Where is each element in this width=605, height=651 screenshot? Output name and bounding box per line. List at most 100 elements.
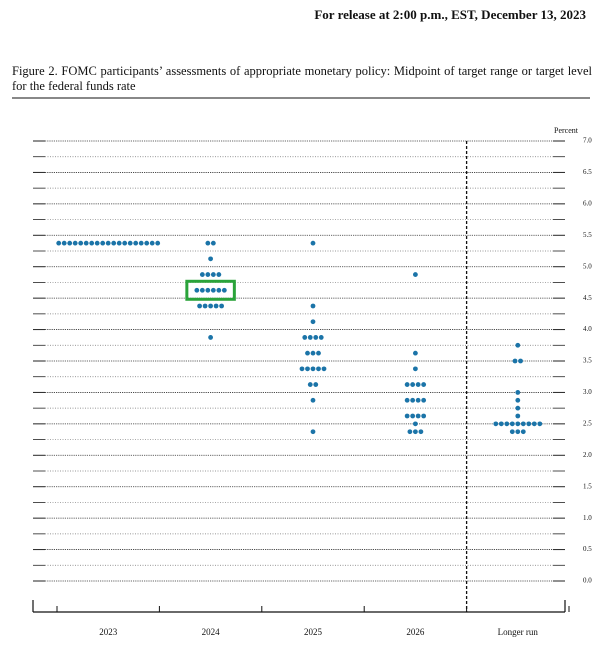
highlight-box (185, 279, 236, 301)
dot (512, 358, 518, 364)
dot (310, 429, 316, 435)
dot (421, 413, 427, 419)
dot (515, 405, 521, 411)
y-tick-label: 2.0 (583, 451, 592, 459)
y-tick-label: 5.0 (583, 262, 592, 270)
dot (310, 319, 316, 325)
dot (526, 421, 532, 427)
y-tick-label: 5.5 (583, 231, 592, 239)
dot (410, 413, 416, 419)
dot (210, 240, 216, 246)
dot (310, 240, 316, 246)
x-tick-label: Longer run (498, 627, 539, 637)
dot (89, 240, 95, 246)
x-tick-label: 2024 (202, 627, 221, 637)
dot (205, 240, 211, 246)
dot (493, 421, 499, 427)
dot (208, 303, 214, 309)
dot (149, 240, 155, 246)
dot (413, 350, 418, 356)
dot (310, 303, 316, 309)
dot (313, 335, 319, 340)
dot (221, 287, 227, 293)
dot (133, 240, 139, 246)
dot (418, 429, 424, 435)
dot (404, 397, 410, 403)
dot (515, 413, 521, 419)
y-tick-label: 0.5 (583, 545, 592, 553)
dot (413, 421, 418, 427)
dot (111, 240, 117, 246)
dot (413, 272, 418, 277)
dot (421, 382, 427, 387)
dot (100, 240, 106, 246)
dot (509, 429, 515, 435)
y-axis-label: Percent (554, 126, 579, 135)
y-tick-label: 1.5 (583, 482, 592, 490)
dot (310, 397, 316, 403)
dot (67, 240, 73, 246)
y-tick-label: 7.0 (583, 137, 592, 145)
dot (537, 421, 543, 427)
dot (404, 382, 410, 387)
dot (83, 240, 89, 246)
dot (144, 240, 150, 246)
dot (302, 335, 308, 340)
dot (210, 272, 216, 277)
dot (413, 366, 418, 372)
chart-title: Figure 2. FOMC participants’ assessments… (12, 64, 592, 93)
dot (155, 240, 161, 246)
dot (413, 429, 418, 435)
dot (316, 366, 321, 372)
dot (531, 421, 537, 427)
x-tick-label: 2026 (406, 627, 425, 637)
dot (318, 335, 324, 340)
title-box: Figure 2. FOMC participants’ assessments… (12, 64, 592, 93)
y-tick-label: 2.5 (583, 419, 592, 427)
dot (199, 287, 205, 293)
dot (404, 413, 410, 419)
dot (410, 397, 416, 403)
y-tick-label: 4.5 (583, 294, 592, 302)
dot (116, 240, 122, 246)
y-tick-label: 3.5 (583, 357, 592, 365)
dot (316, 350, 321, 356)
dot (213, 303, 219, 309)
dot (518, 358, 523, 364)
dot (61, 240, 67, 246)
dot (205, 287, 211, 293)
y-tick-label: 6.0 (583, 199, 592, 207)
dot (305, 350, 310, 356)
dot (415, 397, 421, 403)
dot (208, 335, 214, 340)
dot (208, 256, 214, 262)
dot (72, 240, 78, 246)
dot (305, 366, 310, 372)
dot (197, 303, 203, 309)
dot (210, 287, 216, 293)
dot (515, 429, 521, 435)
dot (219, 303, 225, 309)
y-tick-label: 4.0 (583, 325, 592, 333)
dot (194, 287, 200, 293)
dot (313, 382, 319, 387)
dot (307, 335, 313, 340)
x-tick-label: 2023 (99, 627, 118, 637)
dot (202, 303, 208, 309)
y-tick-label: 1.0 (583, 514, 592, 522)
dot (515, 397, 521, 403)
dot (216, 287, 222, 293)
x-tick-label: 2025 (304, 627, 323, 637)
dot (410, 382, 416, 387)
dot (199, 272, 205, 277)
dot (421, 397, 427, 403)
dot (498, 421, 504, 427)
dot (299, 366, 305, 372)
dot (520, 421, 526, 427)
dot (515, 342, 521, 348)
dot (415, 382, 421, 387)
dot (509, 421, 515, 427)
dot (138, 240, 144, 246)
